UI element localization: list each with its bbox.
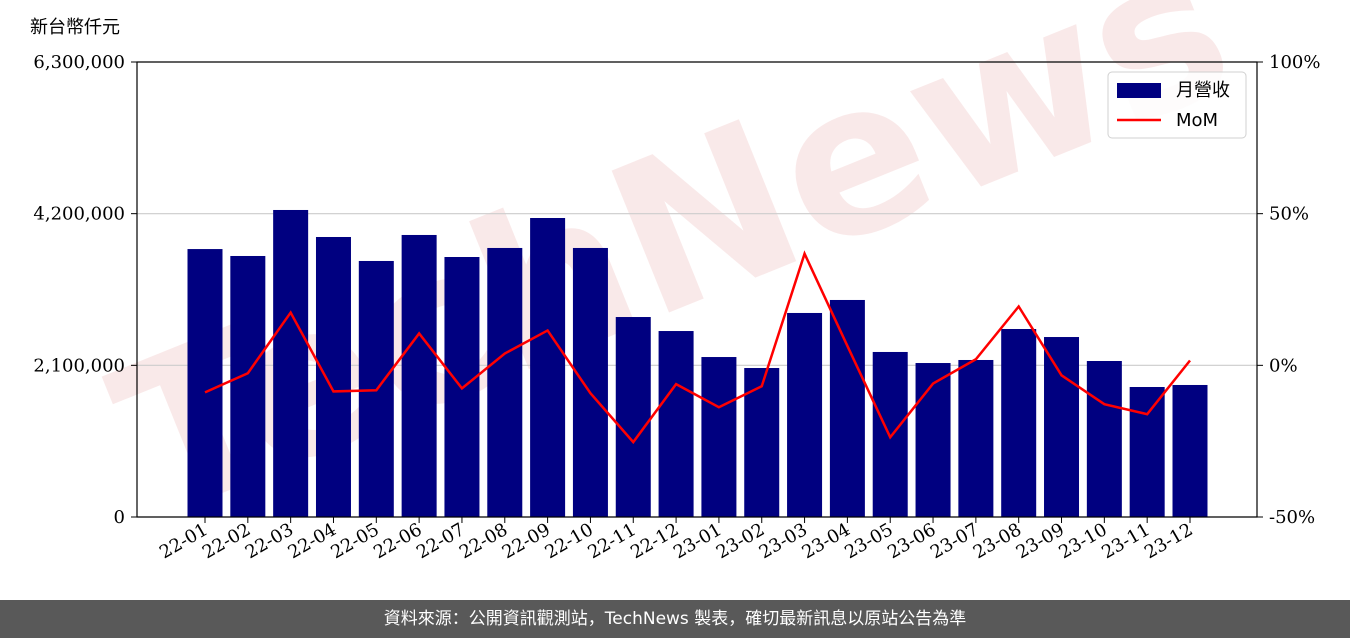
bar [273, 209, 309, 517]
x-tick-label: 23-05 [841, 519, 896, 563]
x-tick-label: 22-05 [327, 519, 382, 563]
x-tick-label: 22-07 [413, 519, 468, 563]
bar [1129, 387, 1165, 517]
plot-frame [136, 61, 1258, 518]
y2-tick-label: 100% [1269, 52, 1320, 73]
bar [1001, 329, 1037, 517]
bar [572, 247, 608, 517]
x-tick-label: 23-12 [1141, 519, 1196, 563]
bar [701, 357, 737, 517]
bar [744, 368, 780, 517]
y-tick-label: 2,100,000 [33, 355, 125, 376]
line [204, 250, 1191, 445]
bar [530, 218, 566, 517]
bar [615, 317, 651, 517]
y2-tick-label: 0% [1269, 355, 1298, 376]
y-tick-label: 0 [114, 507, 125, 528]
x-tick-label: 23-01 [670, 519, 725, 563]
bar [487, 247, 523, 517]
footer: 資料來源：公開資訊觀測站，TechNews 製表，確切最新訊息以原站公告為準 [0, 600, 1350, 638]
bar [187, 249, 223, 518]
x-tick-label: 23-08 [970, 519, 1025, 563]
x-tick-label: 23-03 [756, 519, 811, 563]
x-tick-label: 23-11 [1098, 519, 1153, 563]
y-axis-title: 新台幣仟元 [30, 17, 120, 38]
x-tick-label: 23-04 [798, 519, 853, 563]
y-tick-label: 4,200,000 [33, 204, 125, 225]
y2-tick-label: 50% [1269, 204, 1309, 225]
x-tick-label: 22-04 [285, 519, 340, 563]
bar [1086, 361, 1122, 517]
bar [230, 255, 266, 517]
y-tick-label: 6,300,000 [33, 52, 125, 73]
bar [829, 299, 865, 517]
bar [658, 331, 694, 517]
bar [1172, 384, 1208, 517]
bar [1044, 337, 1080, 517]
x-tick-label: 23-07 [927, 519, 982, 563]
legend-label: 月營收 [1176, 80, 1230, 101]
x-tick-label: 23-06 [884, 519, 939, 563]
x-tick-label: 22-12 [627, 519, 682, 563]
y2-tick-label: -50% [1269, 507, 1315, 528]
x-tick-label: 23-09 [1013, 519, 1068, 563]
bar [787, 312, 823, 517]
bar [958, 359, 994, 517]
x-tick-label: 22-11 [584, 519, 639, 563]
legend-label: MoM [1176, 110, 1218, 131]
x-tick-label: 23-02 [713, 519, 768, 563]
chart: TechNews 新台幣仟元 02,100,0004,200,0006,300,… [30, 0, 1320, 565]
x-tick-label: 23-10 [1055, 519, 1110, 563]
bar [315, 236, 351, 517]
legend-swatch [1117, 83, 1161, 98]
x-tick-label: 22-09 [499, 519, 554, 563]
x-tick-label: 22-10 [541, 519, 596, 563]
x-tick-label: 22-08 [456, 519, 511, 563]
x-tick-label: 22-06 [370, 519, 425, 563]
bar [915, 363, 951, 517]
bar [401, 234, 437, 517]
